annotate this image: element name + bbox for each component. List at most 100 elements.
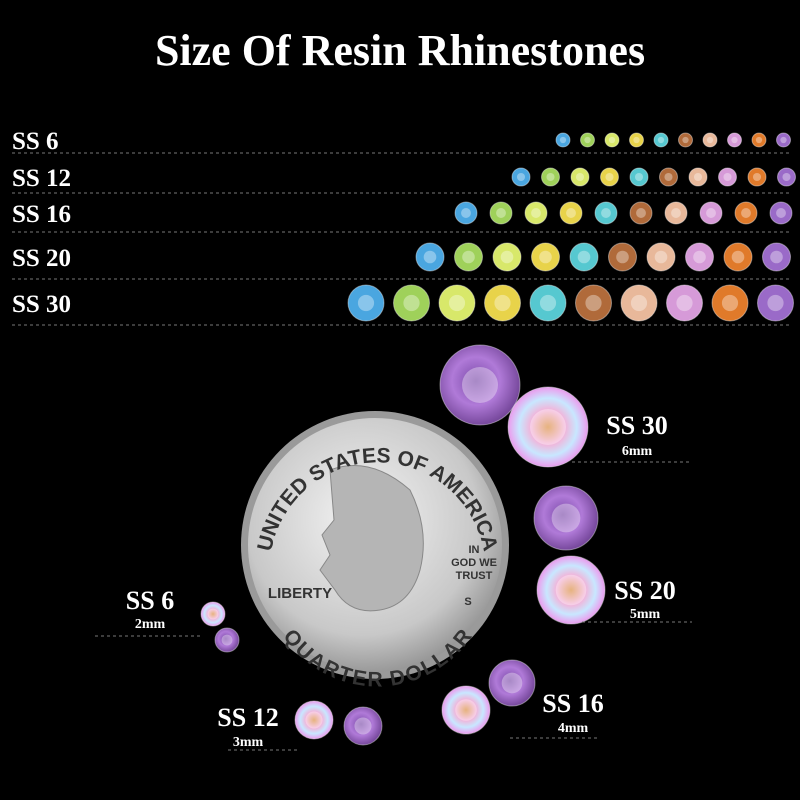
stone-table — [706, 208, 716, 218]
stone-table — [723, 172, 732, 182]
stone — [747, 167, 767, 187]
title: Size Of Resin Rhinestones — [155, 26, 645, 75]
stone-table — [721, 294, 739, 312]
stone — [507, 386, 589, 468]
stone-table — [455, 699, 477, 721]
stone-table — [608, 136, 616, 144]
stone-table — [500, 250, 514, 264]
stone-table — [461, 208, 471, 218]
stone — [529, 284, 567, 322]
stone — [664, 201, 688, 225]
stone — [608, 242, 637, 272]
stone-table — [403, 294, 420, 312]
stone — [454, 242, 483, 272]
stone — [666, 284, 703, 322]
stone — [762, 242, 791, 272]
stone-table — [755, 136, 763, 144]
stone — [777, 167, 796, 187]
stone — [629, 167, 649, 187]
stone-table — [664, 172, 673, 182]
stone-table — [630, 294, 648, 312]
stone — [702, 132, 718, 148]
stone — [488, 659, 536, 707]
row-label: SS 6 — [12, 128, 59, 155]
stone — [569, 242, 599, 272]
stone — [594, 201, 618, 225]
sample-size: 6mm — [622, 444, 653, 459]
stone-table — [221, 634, 233, 646]
stone-table — [767, 294, 784, 312]
sample-label: SS 6 — [126, 586, 174, 615]
stone-table — [539, 294, 557, 312]
stone — [699, 201, 723, 225]
stone-table — [657, 136, 665, 144]
stone-table — [693, 172, 703, 182]
stone — [511, 167, 531, 187]
stone — [751, 132, 767, 148]
coin-portrait — [319, 465, 424, 612]
coin-motto: IN — [469, 544, 480, 556]
stone-table — [423, 250, 437, 264]
stone-table — [577, 250, 591, 264]
size-rows: SS 6 SS 12 SS 16 SS 20 SS 30 — [12, 128, 796, 326]
stone-table — [770, 250, 783, 264]
stone — [727, 132, 742, 148]
stone-table — [559, 136, 567, 144]
stone-table — [782, 172, 791, 182]
stone-table — [693, 250, 706, 264]
stone — [531, 242, 560, 272]
sample-label: SS 20 — [614, 576, 675, 605]
stone — [536, 555, 606, 625]
stone-table — [584, 136, 591, 144]
stone — [343, 706, 383, 746]
stone-table — [357, 294, 375, 312]
stone-table — [539, 250, 552, 264]
sample-size: 3mm — [233, 735, 264, 750]
stone — [524, 201, 548, 225]
sample-label: SS 30 — [606, 411, 667, 440]
stone — [214, 627, 240, 653]
stone-table — [636, 208, 646, 218]
stone — [441, 685, 491, 735]
stone — [294, 700, 334, 740]
stone — [559, 201, 583, 225]
stone-table — [616, 250, 629, 264]
stone — [769, 201, 793, 225]
stone-table — [671, 208, 681, 218]
stone — [541, 167, 560, 187]
stone-table — [546, 172, 555, 182]
stone-table — [448, 294, 466, 312]
stone-table — [682, 136, 689, 144]
stone — [711, 284, 749, 322]
stone — [492, 242, 522, 272]
stone — [570, 167, 590, 187]
stone-table — [585, 294, 602, 312]
stone-table — [731, 250, 745, 264]
stone — [484, 284, 521, 322]
stone — [646, 242, 676, 272]
stone-table — [462, 250, 475, 264]
row-label: SS 16 — [12, 201, 71, 228]
stone-table — [752, 172, 762, 182]
stone — [718, 167, 737, 187]
stone-table — [575, 172, 585, 182]
stone-table — [305, 711, 323, 729]
sample-label: SS 12 — [217, 703, 278, 732]
stone — [604, 132, 620, 148]
stone — [734, 201, 758, 225]
stone-table — [706, 136, 714, 144]
stone — [200, 601, 226, 627]
stone-table — [605, 172, 614, 182]
stone — [393, 284, 430, 322]
stone — [533, 485, 599, 551]
stone — [575, 284, 612, 322]
stone-table — [207, 608, 219, 620]
stone — [439, 344, 521, 426]
row-label: SS 12 — [12, 165, 71, 192]
stone-table — [494, 294, 511, 312]
stone — [688, 167, 708, 187]
stone-table — [354, 717, 372, 735]
stone — [580, 132, 595, 148]
stone-table — [676, 294, 693, 312]
stone — [454, 201, 478, 225]
